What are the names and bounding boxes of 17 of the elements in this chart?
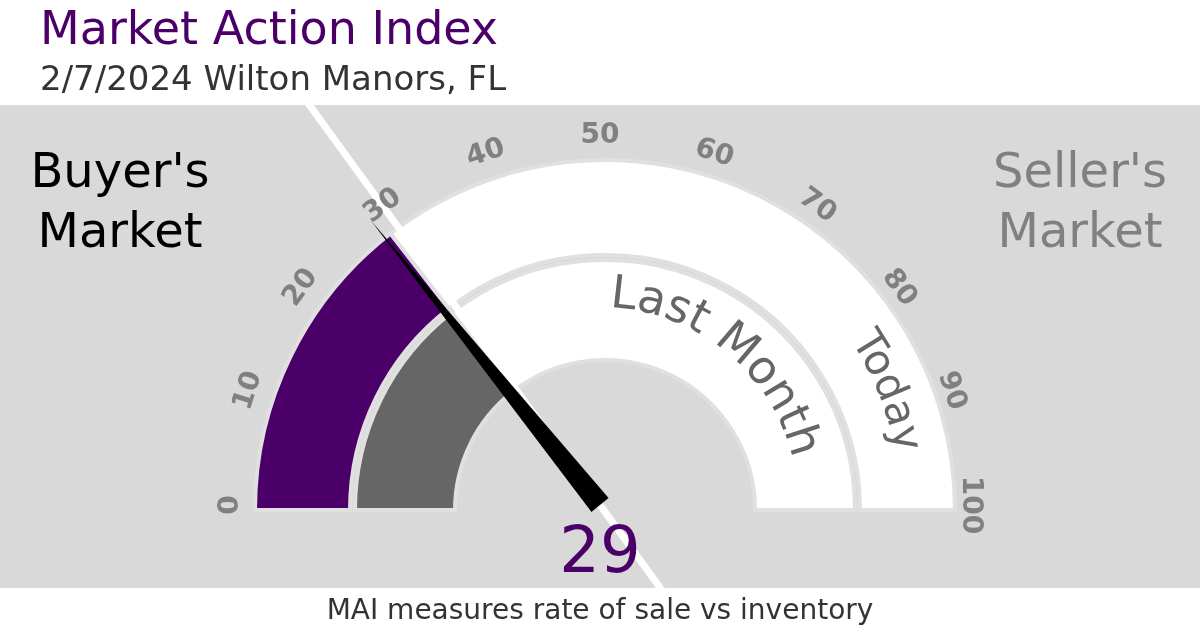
- chart-subtitle: 2/7/2024 Wilton Manors, FL: [40, 57, 507, 100]
- text: 20: [274, 260, 324, 312]
- text: 50: [580, 116, 620, 150]
- text: 30: [355, 179, 407, 229]
- text: 60: [691, 129, 739, 173]
- text: MAI measures rate of sale vs inventory: [325, 592, 875, 628]
- text: 80: [876, 260, 926, 312]
- text: 0: [211, 495, 245, 515]
- text: 90: [932, 366, 976, 414]
- text: 70: [793, 179, 845, 229]
- text: 29: [559, 513, 641, 587]
- text: Seller's Market: [991, 141, 1169, 260]
- text: 100: [955, 475, 989, 535]
- text: Buyer's Market: [29, 141, 211, 260]
- text: 10: [224, 366, 268, 414]
- text: 40: [461, 129, 509, 173]
- chart-title: Market Action Index: [40, 0, 499, 56]
